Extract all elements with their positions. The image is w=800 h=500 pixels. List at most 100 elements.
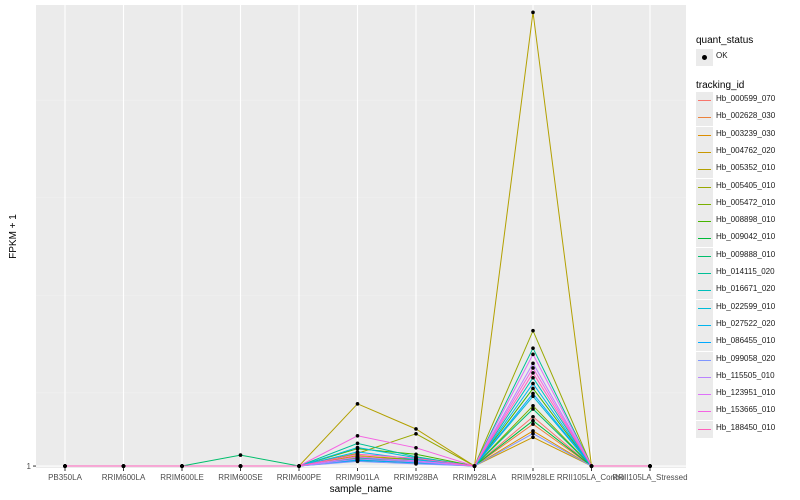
legend-item: Hb_153665_010 <box>696 403 796 421</box>
data-point <box>355 455 360 459</box>
legend-label: Hb_188450_010 <box>716 422 776 432</box>
legend-key <box>696 109 713 127</box>
line-swatch-icon <box>698 186 711 188</box>
legend-label: Hb_000599_070 <box>716 94 776 103</box>
legend-key <box>696 195 713 213</box>
legend-label: Hb_002628_030 <box>716 111 776 121</box>
data-point <box>531 394 535 399</box>
data-point <box>355 445 360 450</box>
x-tick-label: RRIM600LE <box>160 473 204 482</box>
data-point <box>531 435 535 440</box>
legend-label: Hb_009042_010 <box>716 232 776 242</box>
legend-label: Hb_027522_020 <box>716 318 776 328</box>
line-swatch-icon <box>698 221 711 223</box>
x-tick-label: RRIM928LE <box>511 473 555 482</box>
legend-key <box>696 92 713 109</box>
legend-key <box>696 247 713 265</box>
legend-item: Hb_004762_020 <box>696 143 796 161</box>
data-point <box>472 464 477 468</box>
data-point <box>238 453 243 457</box>
line-swatch-icon <box>698 394 711 396</box>
data-point <box>531 381 535 386</box>
legend-key <box>696 161 713 179</box>
legend-item: Hb_014115_020 <box>696 265 796 282</box>
data-point <box>238 464 243 468</box>
data-point <box>531 346 535 351</box>
legend-label: Hb_123951_010 <box>716 388 776 398</box>
x-tick-label: RRIM600LA <box>102 473 146 482</box>
data-point <box>531 371 535 375</box>
legend-label: Hb_009888_010 <box>716 249 776 259</box>
x-tick-label: PB350LA <box>48 473 82 482</box>
legend-label: Hb_014115_020 <box>716 267 775 276</box>
data-point <box>531 352 535 357</box>
data-point <box>531 414 535 419</box>
line-swatch-icon <box>698 100 711 101</box>
legend-item: Hb_188450_010 <box>696 420 796 438</box>
data-point <box>63 464 67 468</box>
legend-label: Hb_003239_030 <box>716 128 776 138</box>
data-point <box>355 402 360 406</box>
legend-key <box>696 230 713 248</box>
legend-item: Hb_009888_010 <box>696 247 796 265</box>
data-point <box>414 456 418 461</box>
line-swatch-icon <box>698 273 711 274</box>
data-point <box>531 375 535 380</box>
legend-key <box>696 282 713 300</box>
data-point <box>355 441 360 446</box>
shape-legend-title: quant_status <box>696 35 754 46</box>
legend-item: Hb_009042_010 <box>696 230 796 248</box>
line-swatch-icon <box>698 117 711 119</box>
data-point <box>531 422 535 426</box>
data-point <box>355 433 360 438</box>
x-tick-label: RRIM600SE <box>218 473 262 482</box>
line-swatch-icon <box>698 151 711 153</box>
legend-key <box>696 299 713 317</box>
data-point <box>355 452 360 457</box>
data-point <box>297 464 301 468</box>
y-tick-label: 1 <box>27 462 32 471</box>
legend-label: Hb_005352_010 <box>716 163 776 173</box>
data-point <box>531 10 535 15</box>
legend-label: Hb_005405_010 <box>716 180 776 190</box>
data-point <box>531 386 535 391</box>
line-swatch-icon <box>698 255 711 257</box>
legend-item: Hb_005472_010 <box>696 195 796 213</box>
legend-label: Hb_005472_010 <box>716 197 776 207</box>
legend-key <box>696 351 713 369</box>
data-point <box>180 464 184 468</box>
x-tick-label: RRII105LA_Stressed <box>612 473 687 482</box>
x-tick-label: RRIM901LA <box>336 473 380 482</box>
color-legend-title: tracking_id <box>696 80 745 91</box>
line-swatch-icon <box>698 376 711 378</box>
y-axis-title: FPKM + 1 <box>8 214 19 259</box>
legend-key <box>696 49 713 66</box>
x-tick-label: RRII105LA_Control <box>557 473 627 482</box>
data-point <box>531 407 535 411</box>
legend-item: Hb_000599_070 <box>696 92 796 109</box>
legend-item-ok: OK <box>696 49 796 66</box>
x-tick-label: RRIM600PE <box>277 473 321 482</box>
line-swatch-icon <box>698 428 711 430</box>
y-axis: 1 <box>27 462 36 471</box>
data-point <box>531 418 535 423</box>
legend-label: Hb_008898_010 <box>716 215 776 225</box>
legend-item: Hb_099058_020 <box>696 351 796 369</box>
line-swatch-icon <box>698 411 711 413</box>
line-swatch-icon <box>698 290 711 292</box>
data-point <box>531 328 535 333</box>
legend-key <box>696 334 713 352</box>
x-tick-label: RRIM928BA <box>394 473 439 482</box>
legend-label: Hb_115505_010 <box>716 370 775 380</box>
legend-item: Hb_016671_020 <box>696 282 796 300</box>
line-swatch-icon <box>698 342 711 344</box>
legend-key <box>696 386 713 404</box>
data-point <box>414 427 418 431</box>
legend-label: Hb_004762_020 <box>716 145 776 155</box>
legend-key <box>696 316 713 334</box>
x-axis-title: sample_name <box>330 484 393 495</box>
data-point <box>531 391 535 396</box>
legend-item: Hb_027522_020 <box>696 316 796 334</box>
line-swatch-icon <box>698 169 711 171</box>
legend-label: OK <box>716 51 728 60</box>
